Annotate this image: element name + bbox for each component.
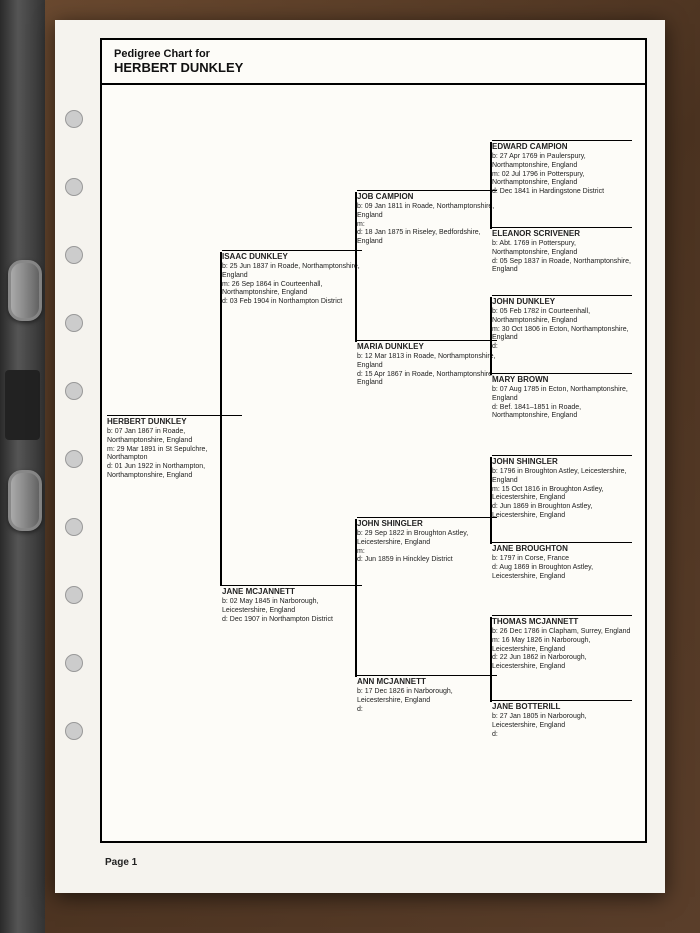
person-detail: d: 03 Feb 1904 in Northampton District: [222, 298, 362, 307]
person-detail: m: 16 May 1826 in Narborough, Leicesters…: [492, 637, 632, 655]
person-mother: JANE MCJANNETT b: 02 May 1845 in Narboro…: [222, 585, 362, 624]
person-name: JOHN SHINGLER: [357, 517, 497, 529]
connector: [490, 457, 492, 544]
person-detail: b: 05 Feb 1782 in Courteenhall, Northamp…: [492, 308, 632, 326]
person-name: EDWARD CAMPION: [492, 140, 632, 152]
person-detail: b: 1796 in Broughton Astley, Leicestersh…: [492, 468, 632, 486]
person-name: HERBERT DUNKLEY: [107, 415, 242, 427]
page-number: Page 1: [105, 857, 137, 868]
person-name: ANN MCJANNETT: [357, 675, 497, 687]
person-ggparent: JOHN DUNKLEY b: 05 Feb 1782 in Courteenh…: [492, 295, 632, 352]
person-detail: b: 25 Jun 1837 in Roade, Northamptonshir…: [222, 263, 362, 281]
person-detail: b: 07 Jan 1867 in Roade, Northamptonshir…: [107, 428, 242, 446]
person-detail: b: 26 Dec 1786 in Clapham, Surrey, Engla…: [492, 628, 632, 637]
person-ggparent: JANE BROUGHTON b: 1797 in Corse, France …: [492, 542, 632, 581]
person-detail: d: 22 Jun 1862 in Narborough, Leicesters…: [492, 654, 632, 672]
person-detail: b: 17 Dec 1826 in Narborough, Leicesters…: [357, 688, 497, 706]
connector: [355, 192, 357, 342]
hole-icon: [65, 246, 83, 264]
person-detail: d: Dec 1907 in Northampton District: [222, 616, 362, 625]
pedigree-tree: HERBERT DUNKLEY b: 07 Jan 1867 in Roade,…: [102, 85, 645, 838]
person-name: THOMAS MCJANNETT: [492, 615, 632, 627]
person-ggparent: THOMAS MCJANNETT b: 26 Dec 1786 in Claph…: [492, 615, 632, 672]
person-detail: d: Aug 1869 in Broughton Astley, Leicest…: [492, 564, 632, 582]
hole-icon: [65, 586, 83, 604]
person-ggparent: EDWARD CAMPION b: 27 Apr 1769 in Paulers…: [492, 140, 632, 197]
person-detail: b: Abt. 1769 in Potterspury, Northampton…: [492, 240, 632, 258]
person-detail: b: 29 Sep 1822 in Broughton Astley, Leic…: [357, 530, 497, 548]
punch-holes: [65, 60, 85, 853]
chart-title-name: HERBERT DUNKLEY: [114, 60, 633, 75]
person-detail: d: Jun 1869 in Broughton Astley, Leicest…: [492, 503, 632, 521]
binder-spine: [0, 0, 45, 933]
person-name: JANE BOTTERILL: [492, 700, 632, 712]
hole-icon: [65, 654, 83, 672]
hole-icon: [65, 178, 83, 196]
person-detail: b: 07 Aug 1785 in Ecton, Northamptonshir…: [492, 386, 632, 404]
person-father: ISAAC DUNKLEY b: 25 Jun 1837 in Roade, N…: [222, 250, 362, 307]
person-name: JOB CAMPION: [357, 190, 497, 202]
connector: [490, 142, 492, 229]
person-detail: d:: [492, 343, 632, 352]
hole-icon: [65, 382, 83, 400]
chart-title-box: Pedigree Chart for HERBERT DUNKLEY: [102, 40, 645, 85]
person-grandparent: MARIA DUNKLEY b: 12 Mar 1813 in Roade, N…: [357, 340, 497, 388]
person-grandparent: JOB CAMPION b: 09 Jan 1811 in Roade, Nor…: [357, 190, 497, 247]
person-detail: m: 02 Jul 1796 in Potterspury, Northampt…: [492, 171, 632, 189]
hole-icon: [65, 110, 83, 128]
person-detail: b: 02 May 1845 in Narborough, Leicesters…: [222, 598, 362, 616]
person-detail: m: 30 Oct 1806 in Ecton, Northamptonshir…: [492, 326, 632, 344]
person-ggparent: JANE BOTTERILL b: 27 Jan 1805 in Narboro…: [492, 700, 632, 739]
hole-icon: [65, 314, 83, 332]
person-detail: m: 15 Oct 1816 in Broughton Astley, Leic…: [492, 486, 632, 504]
person-name: ISAAC DUNKLEY: [222, 250, 362, 262]
person-ggparent: ELEANOR SCRIVENER b: Abt. 1769 in Potter…: [492, 227, 632, 275]
person-name: MARIA DUNKLEY: [357, 340, 497, 352]
person-name: JOHN DUNKLEY: [492, 295, 632, 307]
person-detail: d: Dec 1841 in Hardingstone District: [492, 188, 632, 197]
person-name: MARY BROWN: [492, 373, 632, 385]
person-detail: m: 26 Sep 1864 in Courteenhall, Northamp…: [222, 281, 362, 299]
chart-title-label: Pedigree Chart for: [114, 48, 633, 60]
person-detail: d: 15 Apr 1867 in Roade, Northamptonshir…: [357, 371, 497, 389]
person-detail: b: 27 Apr 1769 in Paulerspury, Northampt…: [492, 153, 632, 171]
person-grandparent: ANN MCJANNETT b: 17 Dec 1826 in Narborou…: [357, 675, 497, 714]
person-detail: d: 01 Jun 1922 in Northampton, Northampt…: [107, 463, 242, 481]
chart-page: Pedigree Chart for HERBERT DUNKLEY HERBE…: [100, 38, 647, 843]
person-detail: m:: [357, 548, 497, 557]
person-ggparent: JOHN SHINGLER b: 1796 in Broughton Astle…: [492, 455, 632, 521]
person-name: JANE BROUGHTON: [492, 542, 632, 554]
hole-icon: [65, 722, 83, 740]
connector: [490, 297, 492, 375]
person-detail: d:: [357, 706, 497, 715]
person-name: JANE MCJANNETT: [222, 585, 362, 597]
connector: [355, 519, 357, 677]
desk-surface: Pedigree Chart for HERBERT DUNKLEY HERBE…: [0, 0, 700, 933]
person-ggparent: MARY BROWN b: 07 Aug 1785 in Ecton, Nort…: [492, 373, 632, 421]
person-detail: b: 12 Mar 1813 in Roade, Northamptonshir…: [357, 353, 497, 371]
person-detail: b: 1797 in Corse, France: [492, 555, 632, 564]
binder-ring: [8, 470, 42, 531]
hole-icon: [65, 450, 83, 468]
person-detail: d:: [492, 731, 632, 740]
person-name: JOHN SHINGLER: [492, 455, 632, 467]
connector: [220, 252, 222, 586]
person-subject: HERBERT DUNKLEY b: 07 Jan 1867 in Roade,…: [107, 415, 242, 481]
person-name: ELEANOR SCRIVENER: [492, 227, 632, 239]
person-detail: b: 09 Jan 1811 in Roade, Northamptonshir…: [357, 203, 497, 221]
connector: [490, 617, 492, 702]
person-detail: d: 18 Jan 1875 in Riseley, Bedfordshire,…: [357, 229, 497, 247]
person-grandparent: JOHN SHINGLER b: 29 Sep 1822 in Broughto…: [357, 517, 497, 565]
binder-clip: [5, 370, 40, 440]
person-detail: m: 29 Mar 1891 in St Sepulchre, Northamp…: [107, 446, 242, 464]
binder-ring: [8, 260, 42, 321]
person-detail: m:: [357, 221, 497, 230]
person-detail: d: 05 Sep 1837 in Roade, Northamptonshir…: [492, 258, 632, 276]
person-detail: d: Jun 1859 in Hinckley District: [357, 556, 497, 565]
person-detail: b: 27 Jan 1805 in Narborough, Leicesters…: [492, 713, 632, 731]
hole-icon: [65, 518, 83, 536]
sheet-protector: Pedigree Chart for HERBERT DUNKLEY HERBE…: [55, 20, 665, 893]
person-detail: d: Bef. 1841–1851 in Roade, Northamptons…: [492, 404, 632, 422]
